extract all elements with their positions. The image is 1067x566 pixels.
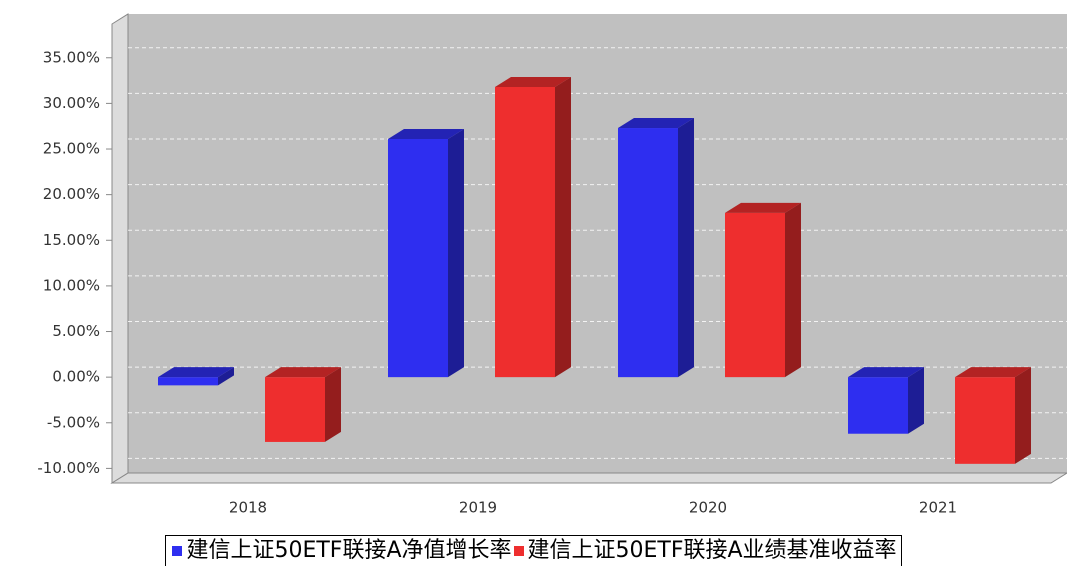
bar-side — [1015, 367, 1031, 464]
bar-side — [555, 76, 571, 378]
bar-top — [265, 367, 341, 378]
y-tick-label: 5.00% — [52, 322, 100, 340]
bar-top — [158, 367, 234, 378]
bar-side — [678, 118, 694, 378]
bar-front — [725, 212, 785, 378]
bar-front — [618, 128, 678, 378]
y-tick-label: 15.00% — [43, 231, 100, 249]
bar-front — [265, 377, 325, 442]
bar — [955, 367, 1031, 464]
bar-top — [495, 76, 571, 87]
bar — [495, 76, 571, 378]
bar-front — [388, 138, 448, 378]
bar-top — [725, 202, 801, 213]
bar — [725, 202, 801, 378]
bar-side — [448, 128, 464, 378]
bar-front — [955, 377, 1015, 464]
bar-top — [618, 118, 694, 129]
y-tick-label: 30.00% — [43, 94, 100, 112]
chart: -10.00% -5.00% 0.00% 5.00% 10.00% 15.00% 20.00… — [37, 13, 1067, 517]
bar — [388, 128, 464, 378]
bar-side — [325, 367, 341, 442]
floor — [110, 472, 1067, 484]
y-tick-label: 35.00% — [43, 48, 100, 66]
y-tick-label: 20.00% — [43, 185, 100, 203]
legend-swatch — [172, 546, 183, 556]
y-tick-label: 10.00% — [43, 276, 100, 294]
bar-side — [785, 202, 801, 378]
bar-top — [848, 367, 924, 378]
legend-label: 建信上证50ETF联接A业绩基准收益率 — [527, 538, 897, 563]
left-wall — [111, 13, 129, 484]
bar-front — [848, 377, 908, 434]
x-tick-label: 2021 — [919, 499, 957, 517]
bar — [848, 367, 924, 434]
legend-label: 建信上证50ETF联接A净值增长率 — [186, 538, 512, 563]
x-tick-label: 2020 — [689, 499, 727, 517]
y-tick-label: 25.00% — [43, 140, 100, 158]
bar-top — [955, 367, 1031, 378]
x-tick-label: 2019 — [459, 499, 497, 517]
bar-front — [158, 377, 218, 386]
x-tick-label: 2018 — [229, 499, 267, 517]
bar — [618, 118, 694, 378]
y-tick-label: 0.00% — [52, 368, 100, 386]
bar — [158, 367, 234, 386]
bar-top — [388, 128, 464, 139]
bar-side — [218, 367, 234, 386]
bar-front — [495, 86, 555, 378]
back-wall — [128, 14, 1067, 473]
legend-box: 建信上证50ETF联接A净值增长率 建信上证50ETF联接A业绩基准收益率 — [165, 535, 902, 566]
legend: 建信上证50ETF联接A净值增长率 建信上证50ETF联接A业绩基准收益率 — [0, 535, 1067, 566]
legend-swatch — [513, 546, 524, 556]
bar-side — [908, 367, 924, 434]
y-tick-label: -10.00% — [37, 459, 100, 477]
y-tick-label: -5.00% — [47, 413, 100, 431]
bar — [265, 367, 341, 442]
